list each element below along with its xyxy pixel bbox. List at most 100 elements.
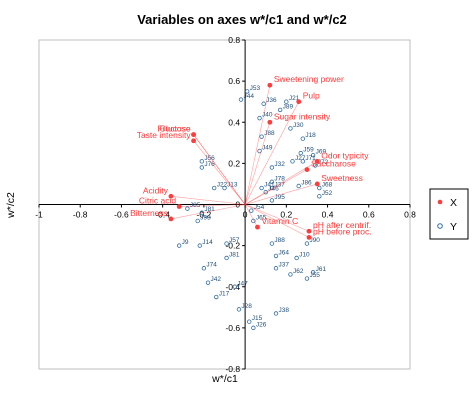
y-point-marker <box>185 206 190 211</box>
y-point-marker <box>232 284 238 289</box>
y-point-marker <box>197 243 202 248</box>
x-point-marker <box>306 228 312 234</box>
x-vector-line <box>244 122 271 205</box>
y-point-marker <box>288 126 293 131</box>
y-point-label: J93 <box>200 214 211 221</box>
y-point-marker <box>251 325 256 331</box>
y-point-label: J57 <box>229 237 240 244</box>
x-point-marker <box>296 99 302 105</box>
y-point-marker <box>310 152 316 158</box>
x-point-label: Saccharose <box>311 159 356 169</box>
x-tick-label: -0.6 <box>114 210 129 220</box>
x-point-label: Taste intensity <box>137 130 192 140</box>
y-point-marker <box>211 185 217 191</box>
y-point-label: J13 <box>227 182 238 189</box>
x-vector-line <box>244 204 310 238</box>
y-point-marker <box>259 185 264 191</box>
chart-title: Variables on axes w*/c1 and w*/c2 <box>137 12 347 27</box>
y-point-marker <box>214 294 219 300</box>
y-point-label: J42 <box>211 276 222 283</box>
y-point-marker <box>199 159 205 164</box>
x-axis-label: w*/c1 <box>211 373 238 385</box>
x-point-label: Sweetness <box>321 173 363 183</box>
y-point-label: J26 <box>256 321 267 328</box>
y-point-marker <box>238 97 244 102</box>
x-point-marker <box>314 158 320 164</box>
y-point-marker <box>269 198 275 203</box>
x-vector-line <box>244 101 299 205</box>
y-point-marker <box>176 243 182 248</box>
x-tick-label: 0.6 <box>363 210 375 220</box>
y-point-label: J14 <box>202 239 213 246</box>
x-vector-line <box>193 134 246 205</box>
y-point-marker <box>296 183 301 189</box>
y-point-label: J10 <box>299 251 310 258</box>
y-point-label: J36 <box>266 97 277 104</box>
x-tick-label: -1 <box>35 210 43 220</box>
legend-marker-y <box>437 223 443 229</box>
y-point-label: J38 <box>279 307 290 314</box>
y-tick-label: -0.2 <box>225 241 240 251</box>
y-point-label: J28 <box>241 303 252 310</box>
y-point-label: J65 <box>256 214 267 221</box>
y-point-marker <box>273 311 279 316</box>
legend-box <box>429 188 469 240</box>
y-point-marker <box>269 241 275 246</box>
y-point-marker <box>288 272 293 277</box>
y-point-label: J21 <box>289 95 300 102</box>
y-point-marker <box>222 185 227 191</box>
y-tick-label: 0.2 <box>228 158 240 168</box>
x-point-marker <box>255 224 260 230</box>
x-vector-line <box>244 85 271 205</box>
y-point-label: J32 <box>274 161 285 168</box>
x-tick-label: 0.4 <box>322 210 334 220</box>
y-point-label: J30 <box>293 122 304 129</box>
y-point-label: J86 <box>301 179 312 186</box>
x-tick-label: 0 <box>243 210 248 220</box>
y-point-label: J89 <box>283 103 294 110</box>
x-tick-label: -0.2 <box>197 210 212 220</box>
y-point-label: J15 <box>252 315 263 322</box>
x-point-label: Odor typicity <box>321 150 369 160</box>
x-point-marker <box>168 216 174 222</box>
y-point-label: J53 <box>250 85 261 92</box>
x-point-label: Pulp <box>303 91 320 101</box>
y-tick-label: -0.6 <box>225 323 240 333</box>
y-point-label: J62 <box>293 268 304 275</box>
x-point-label: Fructose <box>158 124 191 134</box>
y-point-label: J22 <box>217 182 228 189</box>
x-tick-label: 0.2 <box>280 210 292 220</box>
y-point-label: J61 <box>316 266 327 273</box>
y-point-marker <box>317 194 322 199</box>
y-point-label: J47 <box>237 280 248 287</box>
x-point-marker <box>306 235 312 240</box>
legend: X Y <box>429 188 469 240</box>
x-point-label: Sugar intensity <box>274 111 331 121</box>
y-tick-label: 0.6 <box>228 76 240 86</box>
y-point-marker <box>273 266 279 271</box>
y-point-marker <box>195 218 200 224</box>
x-point-label: Glucose <box>159 124 190 134</box>
x-tick-label: -0.4 <box>155 210 170 220</box>
y-point-marker <box>298 150 303 156</box>
series-x: Sweetening power Pulp Sugar intensity Fruct… <box>130 74 372 240</box>
y-point-marker <box>277 107 283 113</box>
y-point-marker <box>224 241 229 246</box>
y-point-label: J69 <box>316 149 327 156</box>
y-point-label: J56 <box>204 155 215 162</box>
x-point-label: pH before proc. <box>313 226 372 236</box>
y-point-label: J64 <box>279 249 290 256</box>
y-point-marker <box>304 276 310 281</box>
y-point-label: J52 <box>322 190 333 197</box>
y-point-marker <box>284 99 289 104</box>
y-point-label: J95 <box>274 194 285 201</box>
y-tick-label: -0.8 <box>225 364 240 374</box>
y-point-marker <box>269 165 275 170</box>
x-point-marker <box>191 132 196 137</box>
y-point-label: J41 <box>264 182 275 189</box>
y-point-marker <box>199 165 205 170</box>
x-vector-line <box>244 204 258 228</box>
legend-label-y: Y <box>450 221 457 233</box>
y-point-label: J81 <box>204 206 215 213</box>
